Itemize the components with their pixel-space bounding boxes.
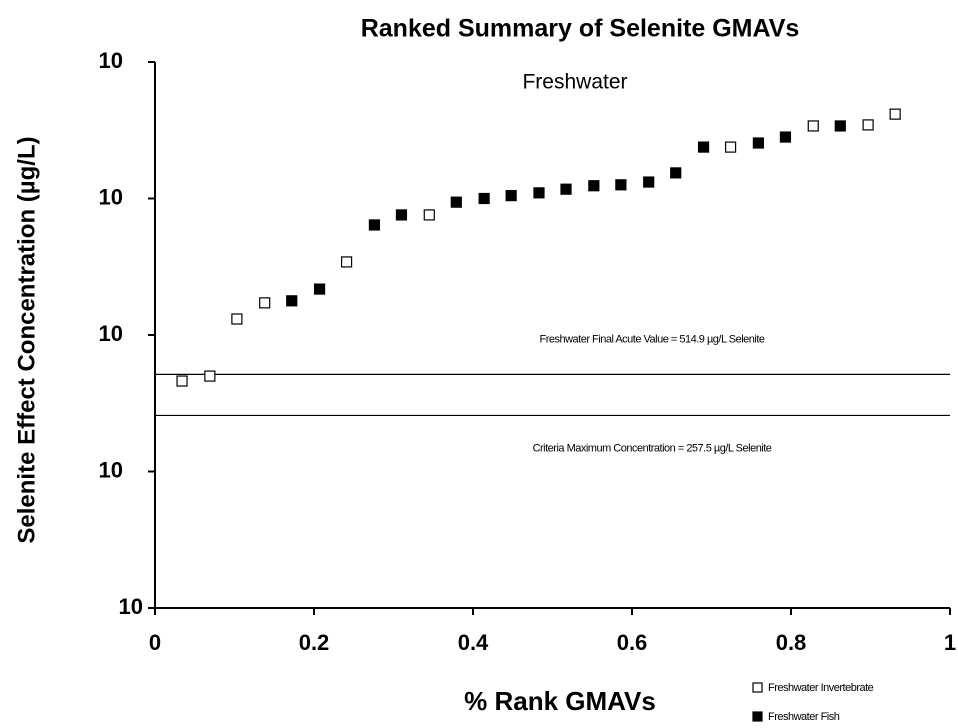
data-point: [368, 219, 381, 231]
y-tick-base: 10: [99, 48, 123, 73]
x-tick-label: 0.6: [617, 630, 648, 655]
y-tick-label: 10: [99, 457, 123, 482]
data-point: [478, 192, 490, 205]
data-point: [176, 375, 188, 387]
data-point: [862, 119, 874, 131]
reference-label: Criteria Maximum Concentration = 257.5 µ…: [533, 442, 772, 454]
data-point: [643, 176, 655, 188]
reference-label: Freshwater Final Acute Value = 514.9 µg/…: [539, 333, 764, 345]
y-tick-label: 10: [119, 594, 143, 619]
legend-label: Freshwater Fish: [768, 711, 840, 723]
x-tick-label: 0.4: [458, 630, 489, 655]
data-point: [505, 190, 517, 202]
data-point: [724, 141, 737, 153]
legend-label: Freshwater Invertebrate: [768, 682, 874, 694]
data-point: [889, 108, 901, 120]
y-tick-label: 10: [99, 48, 123, 73]
x-tick-label: 0: [149, 630, 161, 655]
y-tick-base: 10: [99, 321, 123, 346]
data-point: [231, 313, 243, 325]
data-point: [286, 295, 298, 307]
y-axis-label: Selenite Effect Concentration (µg/L): [13, 136, 40, 543]
data-point: [807, 120, 819, 132]
data-point: [259, 297, 271, 309]
chart-subtitle: Freshwater: [522, 71, 627, 94]
data-point: [313, 283, 326, 295]
legend-swatch: [752, 682, 763, 693]
data-point: [395, 209, 408, 221]
data-point: [204, 370, 216, 382]
y-tick-base: 10: [99, 457, 123, 482]
data-point: [752, 137, 765, 149]
data-point: [450, 196, 462, 208]
data-point: [560, 183, 572, 195]
legend-swatch: [752, 711, 763, 722]
chart-title: Ranked Summary of Selenite GMAVs: [361, 15, 800, 43]
y-tick-label: 10: [99, 184, 123, 209]
x-tick-label: 0.8: [776, 630, 807, 655]
y-tick-base: 10: [99, 184, 123, 209]
data-point: [423, 209, 435, 221]
x-axis-label: % Rank GMAVs: [464, 686, 656, 716]
data-point: [615, 179, 627, 191]
x-tick-label: 0.2: [299, 630, 330, 655]
data-point: [697, 141, 710, 153]
data-point: [340, 256, 353, 268]
data-point: [834, 120, 846, 132]
y-tick-label: 10: [99, 321, 123, 346]
data-point: [588, 180, 600, 192]
x-tick-label: 1: [944, 630, 956, 655]
data-point: [670, 167, 682, 179]
data-point: [779, 131, 792, 143]
data-point: [533, 187, 545, 199]
